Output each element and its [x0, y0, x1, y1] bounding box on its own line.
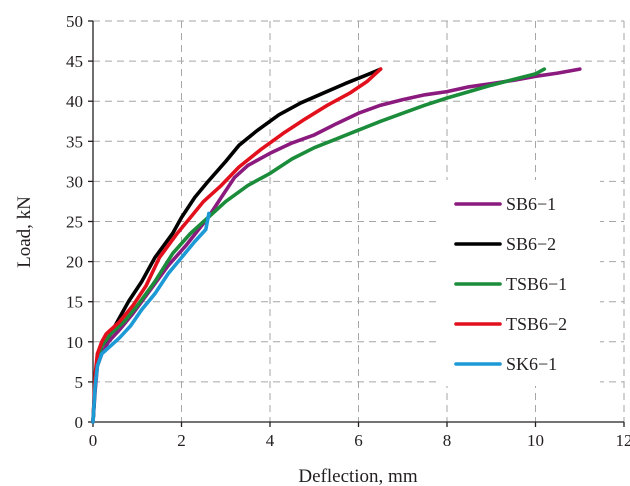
legend-label-4: TSB6−2	[506, 314, 567, 334]
series-lines	[91, 67, 582, 424]
x-tick-label: 12	[616, 431, 630, 450]
x-tick-label: 4	[266, 431, 275, 450]
tick-labels: 0 2 4 6 8 10 12 0 5 10 15 20 25 30 35 40 45 50	[66, 12, 630, 450]
legend-label-3: TSB6−1	[506, 274, 567, 294]
series-line-3	[91, 67, 547, 424]
legend-label-2: SB6−2	[506, 234, 556, 254]
y-tick-label: 20	[66, 253, 83, 272]
x-tick-label: 10	[527, 431, 544, 450]
y-tick-label: 30	[66, 172, 83, 191]
x-tick-label: 6	[354, 431, 363, 450]
series-line-1	[91, 67, 582, 424]
y-axis-title: Load, kN	[14, 196, 35, 268]
x-tick-label: 8	[443, 431, 452, 450]
legend-label-1: SB6−1	[506, 194, 556, 214]
y-tick-label: 45	[66, 52, 83, 71]
x-tick-label: 2	[177, 431, 186, 450]
legend: SB6−1 SB6−2 TSB6−1 TSB6−2 SK6−1	[440, 180, 600, 386]
x-tick-label: 0	[89, 431, 98, 450]
series-line-5	[91, 211, 211, 424]
y-tick-label: 25	[66, 213, 83, 232]
y-tick-label: 15	[66, 293, 83, 312]
axes	[88, 20, 625, 427]
y-tick-label: 35	[66, 132, 83, 151]
y-tick-label: 50	[66, 12, 83, 31]
y-tick-label: 5	[75, 373, 84, 392]
y-tick-label: 0	[75, 413, 84, 432]
y-tick-label: 40	[66, 92, 83, 111]
y-tick-label: 10	[66, 333, 83, 352]
series-line-4	[91, 67, 383, 424]
legend-label-5: SK6−1	[506, 354, 557, 374]
x-axis-title: Deflection, mm	[298, 466, 417, 486]
